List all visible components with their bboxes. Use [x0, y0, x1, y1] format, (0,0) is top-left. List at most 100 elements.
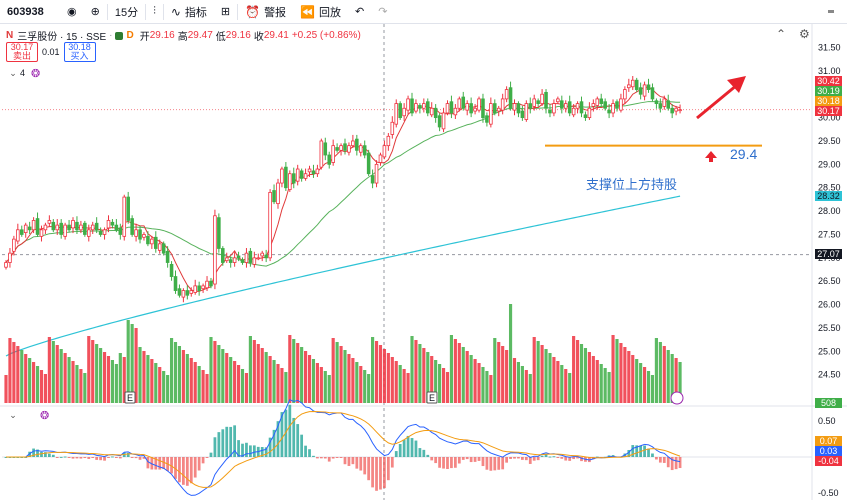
low-label: 低 — [215, 32, 226, 43]
volume-bar — [497, 342, 501, 403]
candle-up — [662, 98, 667, 107]
macd-histogram-bar — [213, 437, 217, 457]
sell-button[interactable]: 30.17 卖出 — [6, 42, 38, 62]
settings-ring-icon[interactable]: ❂ — [31, 67, 41, 80]
volume-bar — [363, 370, 367, 403]
interval-button[interactable]: 15分 — [108, 0, 145, 24]
ma-slow-line — [5, 195, 681, 357]
chart-canvas[interactable]: 31.5031.0030.5030.0029.5029.0028.5028.00… — [0, 24, 847, 500]
price-axis-tick: 24.50 — [818, 370, 841, 380]
high-value: 29.47 — [187, 30, 213, 41]
minimize-icon[interactable] — [828, 10, 834, 13]
settings-ring-icon[interactable]: ❂ — [40, 409, 50, 422]
volume-bar — [217, 345, 221, 403]
volume-bar — [489, 375, 493, 403]
candle-up — [4, 262, 8, 268]
candle-down — [240, 259, 245, 263]
macd-histogram-bar — [63, 456, 67, 458]
candle-up — [157, 243, 162, 251]
candle-up — [489, 103, 493, 125]
candle-down — [27, 226, 32, 231]
settings-icon[interactable]: ⚙ — [799, 27, 810, 41]
alert-label: 警报 — [264, 6, 287, 19]
divider — [162, 3, 164, 20]
candle-down — [51, 221, 56, 231]
volume-bar — [386, 353, 390, 403]
macd-histogram-bar — [182, 457, 185, 485]
macd-histogram-bar — [580, 457, 583, 462]
macd-histogram-bar — [347, 457, 351, 466]
chevron-down-icon[interactable]: ⌄ — [9, 409, 17, 420]
candle-up — [445, 103, 450, 114]
volume-bar — [548, 353, 552, 403]
volume-bar — [611, 335, 615, 403]
macd-histogram-bar — [560, 457, 564, 459]
change-value: +0.25 (+0.86%) — [291, 30, 361, 41]
macd-histogram-bar — [351, 457, 355, 465]
volume-bar — [205, 374, 209, 403]
volume-bar — [150, 359, 154, 403]
volume-bar — [28, 358, 32, 403]
macd-histogram-bar — [331, 457, 335, 459]
candle-up — [512, 103, 517, 111]
macd-histogram-bar — [91, 457, 95, 458]
candle-down — [469, 103, 473, 114]
close-label: 收 — [253, 32, 264, 43]
candle-up — [8, 252, 12, 263]
eye-icon[interactable]: ◉ — [67, 6, 77, 18]
volume-bar — [91, 340, 95, 403]
symbol-search[interactable]: 603938 — [0, 0, 60, 24]
macd-histogram-bar — [655, 457, 658, 460]
candle-up — [23, 224, 28, 234]
candle-up — [232, 257, 237, 263]
volume-bar — [453, 339, 457, 403]
event-marker-label: E — [127, 393, 133, 403]
volume-bar — [520, 366, 524, 403]
macd-histogram-bar — [556, 457, 560, 458]
redo-icon[interactable]: ↷ — [378, 6, 388, 18]
candle-down — [146, 235, 150, 245]
macd-histogram-bar — [386, 457, 390, 481]
undo-icon[interactable]: ↶ — [355, 6, 365, 18]
candle-down — [658, 103, 663, 109]
chevron-down-icon[interactable]: ⌄ — [9, 67, 17, 78]
volume-bar — [280, 368, 284, 403]
volume-bar — [197, 366, 201, 403]
candle-down — [615, 101, 619, 109]
volume-bar — [615, 339, 619, 403]
candle-up — [575, 103, 580, 109]
candle-up — [595, 98, 600, 106]
volume-bar — [469, 355, 473, 403]
candle-down — [493, 103, 497, 114]
volume-bar — [4, 375, 8, 403]
crosshair-price-label: 27.07 — [815, 249, 842, 259]
candle-down — [607, 109, 611, 114]
volume-bar — [481, 367, 485, 403]
volume-bar — [666, 350, 670, 403]
volume-bar — [512, 358, 517, 403]
candle-type-icon[interactable]: ⫶ — [153, 5, 156, 17]
replay-button[interactable]: ⏪ 回放 — [293, 0, 348, 24]
macd-histogram-bar — [426, 454, 430, 457]
alert-button[interactable]: ⏰ 警报 — [238, 0, 293, 24]
indicators-button[interactable]: ∿ 指标 — [164, 0, 214, 24]
candle-up — [260, 252, 265, 257]
chevron-up-icon[interactable]: ⌃ — [776, 27, 787, 41]
macd-histogram-bar — [481, 457, 485, 467]
price-label-high: 30.42 — [815, 76, 842, 86]
price-axis-tick: 31.50 — [818, 43, 841, 53]
buy-button[interactable]: 30.18 买入 — [63, 42, 96, 62]
volume-bar — [631, 355, 635, 403]
symbol-text: 603938 — [7, 5, 44, 18]
open-value: 29.16 — [149, 30, 175, 41]
add-symbol-icon[interactable]: ⊕ — [90, 6, 100, 18]
volume-bar — [339, 346, 343, 403]
macd-legend-row: ⌄ ❂ — [6, 408, 49, 422]
volume-bar — [47, 337, 51, 403]
macd-signal-label: 0.07 — [815, 436, 842, 446]
layout-icon[interactable]: ⊞ — [220, 6, 231, 18]
volume-bar — [398, 365, 402, 403]
candle-up — [252, 257, 257, 265]
macd-histogram-bar — [162, 457, 166, 469]
macd-histogram-bar — [394, 451, 398, 457]
